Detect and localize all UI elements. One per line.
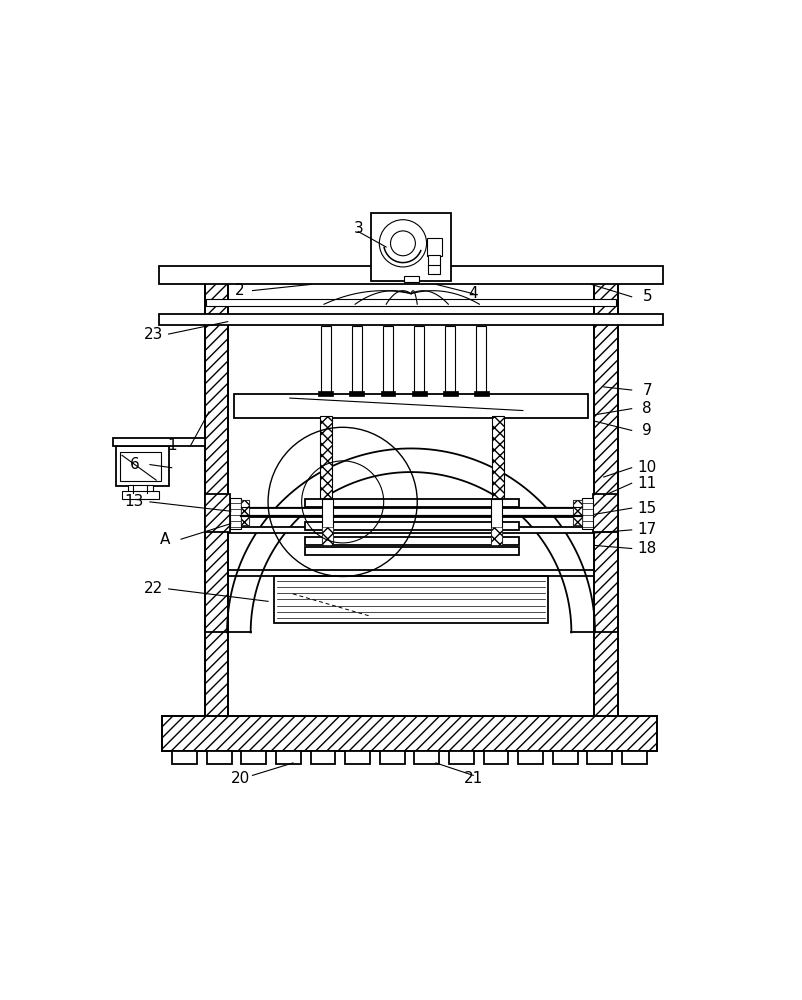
Text: 8: 8	[642, 401, 652, 416]
Bar	[491, 499, 502, 545]
Bar	[128, 485, 153, 493]
Bar	[160, 314, 662, 325]
Bar	[553, 751, 577, 764]
Bar	[306, 537, 519, 545]
Bar	[320, 416, 332, 512]
Bar	[306, 499, 519, 507]
Bar	[383, 326, 393, 394]
Text: 2: 2	[235, 283, 245, 298]
Bar	[379, 751, 404, 764]
Bar	[241, 500, 249, 525]
Bar	[310, 751, 335, 764]
Bar	[276, 751, 301, 764]
Bar	[234, 394, 588, 418]
Bar	[205, 494, 229, 532]
Bar	[411, 391, 427, 396]
Bar	[414, 326, 424, 394]
Bar	[445, 326, 456, 394]
Bar	[322, 499, 333, 545]
Text: 4: 4	[468, 286, 478, 301]
Bar	[492, 416, 504, 512]
Bar	[381, 391, 395, 396]
Bar	[491, 527, 502, 545]
Bar	[427, 238, 442, 256]
Text: 17: 17	[638, 522, 657, 537]
Bar	[449, 751, 474, 764]
Bar	[428, 255, 439, 266]
Bar	[241, 500, 249, 525]
Bar	[403, 276, 419, 282]
Bar	[582, 498, 593, 529]
Bar	[206, 299, 616, 306]
Bar	[573, 500, 582, 525]
Bar	[573, 500, 582, 525]
Bar	[428, 265, 439, 274]
Bar	[350, 391, 364, 396]
Bar	[112, 438, 205, 446]
Bar	[321, 326, 331, 394]
Bar	[443, 391, 458, 396]
Bar	[318, 391, 334, 396]
Bar	[415, 751, 439, 764]
Bar	[241, 751, 266, 764]
Bar	[306, 522, 519, 530]
Text: 10: 10	[638, 460, 657, 475]
Bar	[593, 494, 618, 532]
Bar	[160, 266, 662, 284]
Text: 15: 15	[638, 501, 657, 516]
Bar	[476, 326, 486, 394]
Text: 20: 20	[230, 771, 249, 786]
Bar	[484, 751, 508, 764]
Bar	[120, 452, 160, 481]
Bar	[229, 508, 594, 517]
Bar	[352, 326, 362, 394]
Bar	[162, 716, 657, 751]
Text: 13: 13	[125, 494, 144, 509]
Text: 21: 21	[464, 771, 483, 786]
Bar	[122, 491, 160, 499]
Bar	[172, 751, 197, 764]
Text: 1: 1	[167, 438, 176, 453]
Text: 18: 18	[638, 541, 657, 556]
Bar	[345, 751, 370, 764]
Bar	[207, 751, 232, 764]
Bar	[371, 213, 452, 281]
Text: A: A	[160, 532, 171, 547]
Text: 7: 7	[642, 383, 652, 398]
Bar	[474, 391, 488, 396]
Bar	[622, 751, 646, 764]
Bar	[322, 527, 333, 545]
Bar	[274, 576, 548, 623]
Bar	[518, 751, 543, 764]
Text: 11: 11	[638, 476, 657, 491]
Bar	[306, 547, 519, 555]
Bar	[115, 446, 168, 486]
Text: 22: 22	[144, 581, 163, 596]
Text: 3: 3	[354, 221, 363, 236]
Text: 6: 6	[130, 457, 140, 472]
Bar	[587, 751, 612, 764]
Text: 9: 9	[642, 423, 652, 438]
Bar	[229, 527, 594, 533]
Bar	[229, 498, 241, 529]
Text: 23: 23	[144, 327, 163, 342]
Bar	[594, 272, 618, 716]
Text: 5: 5	[642, 289, 652, 304]
Bar	[205, 272, 229, 716]
